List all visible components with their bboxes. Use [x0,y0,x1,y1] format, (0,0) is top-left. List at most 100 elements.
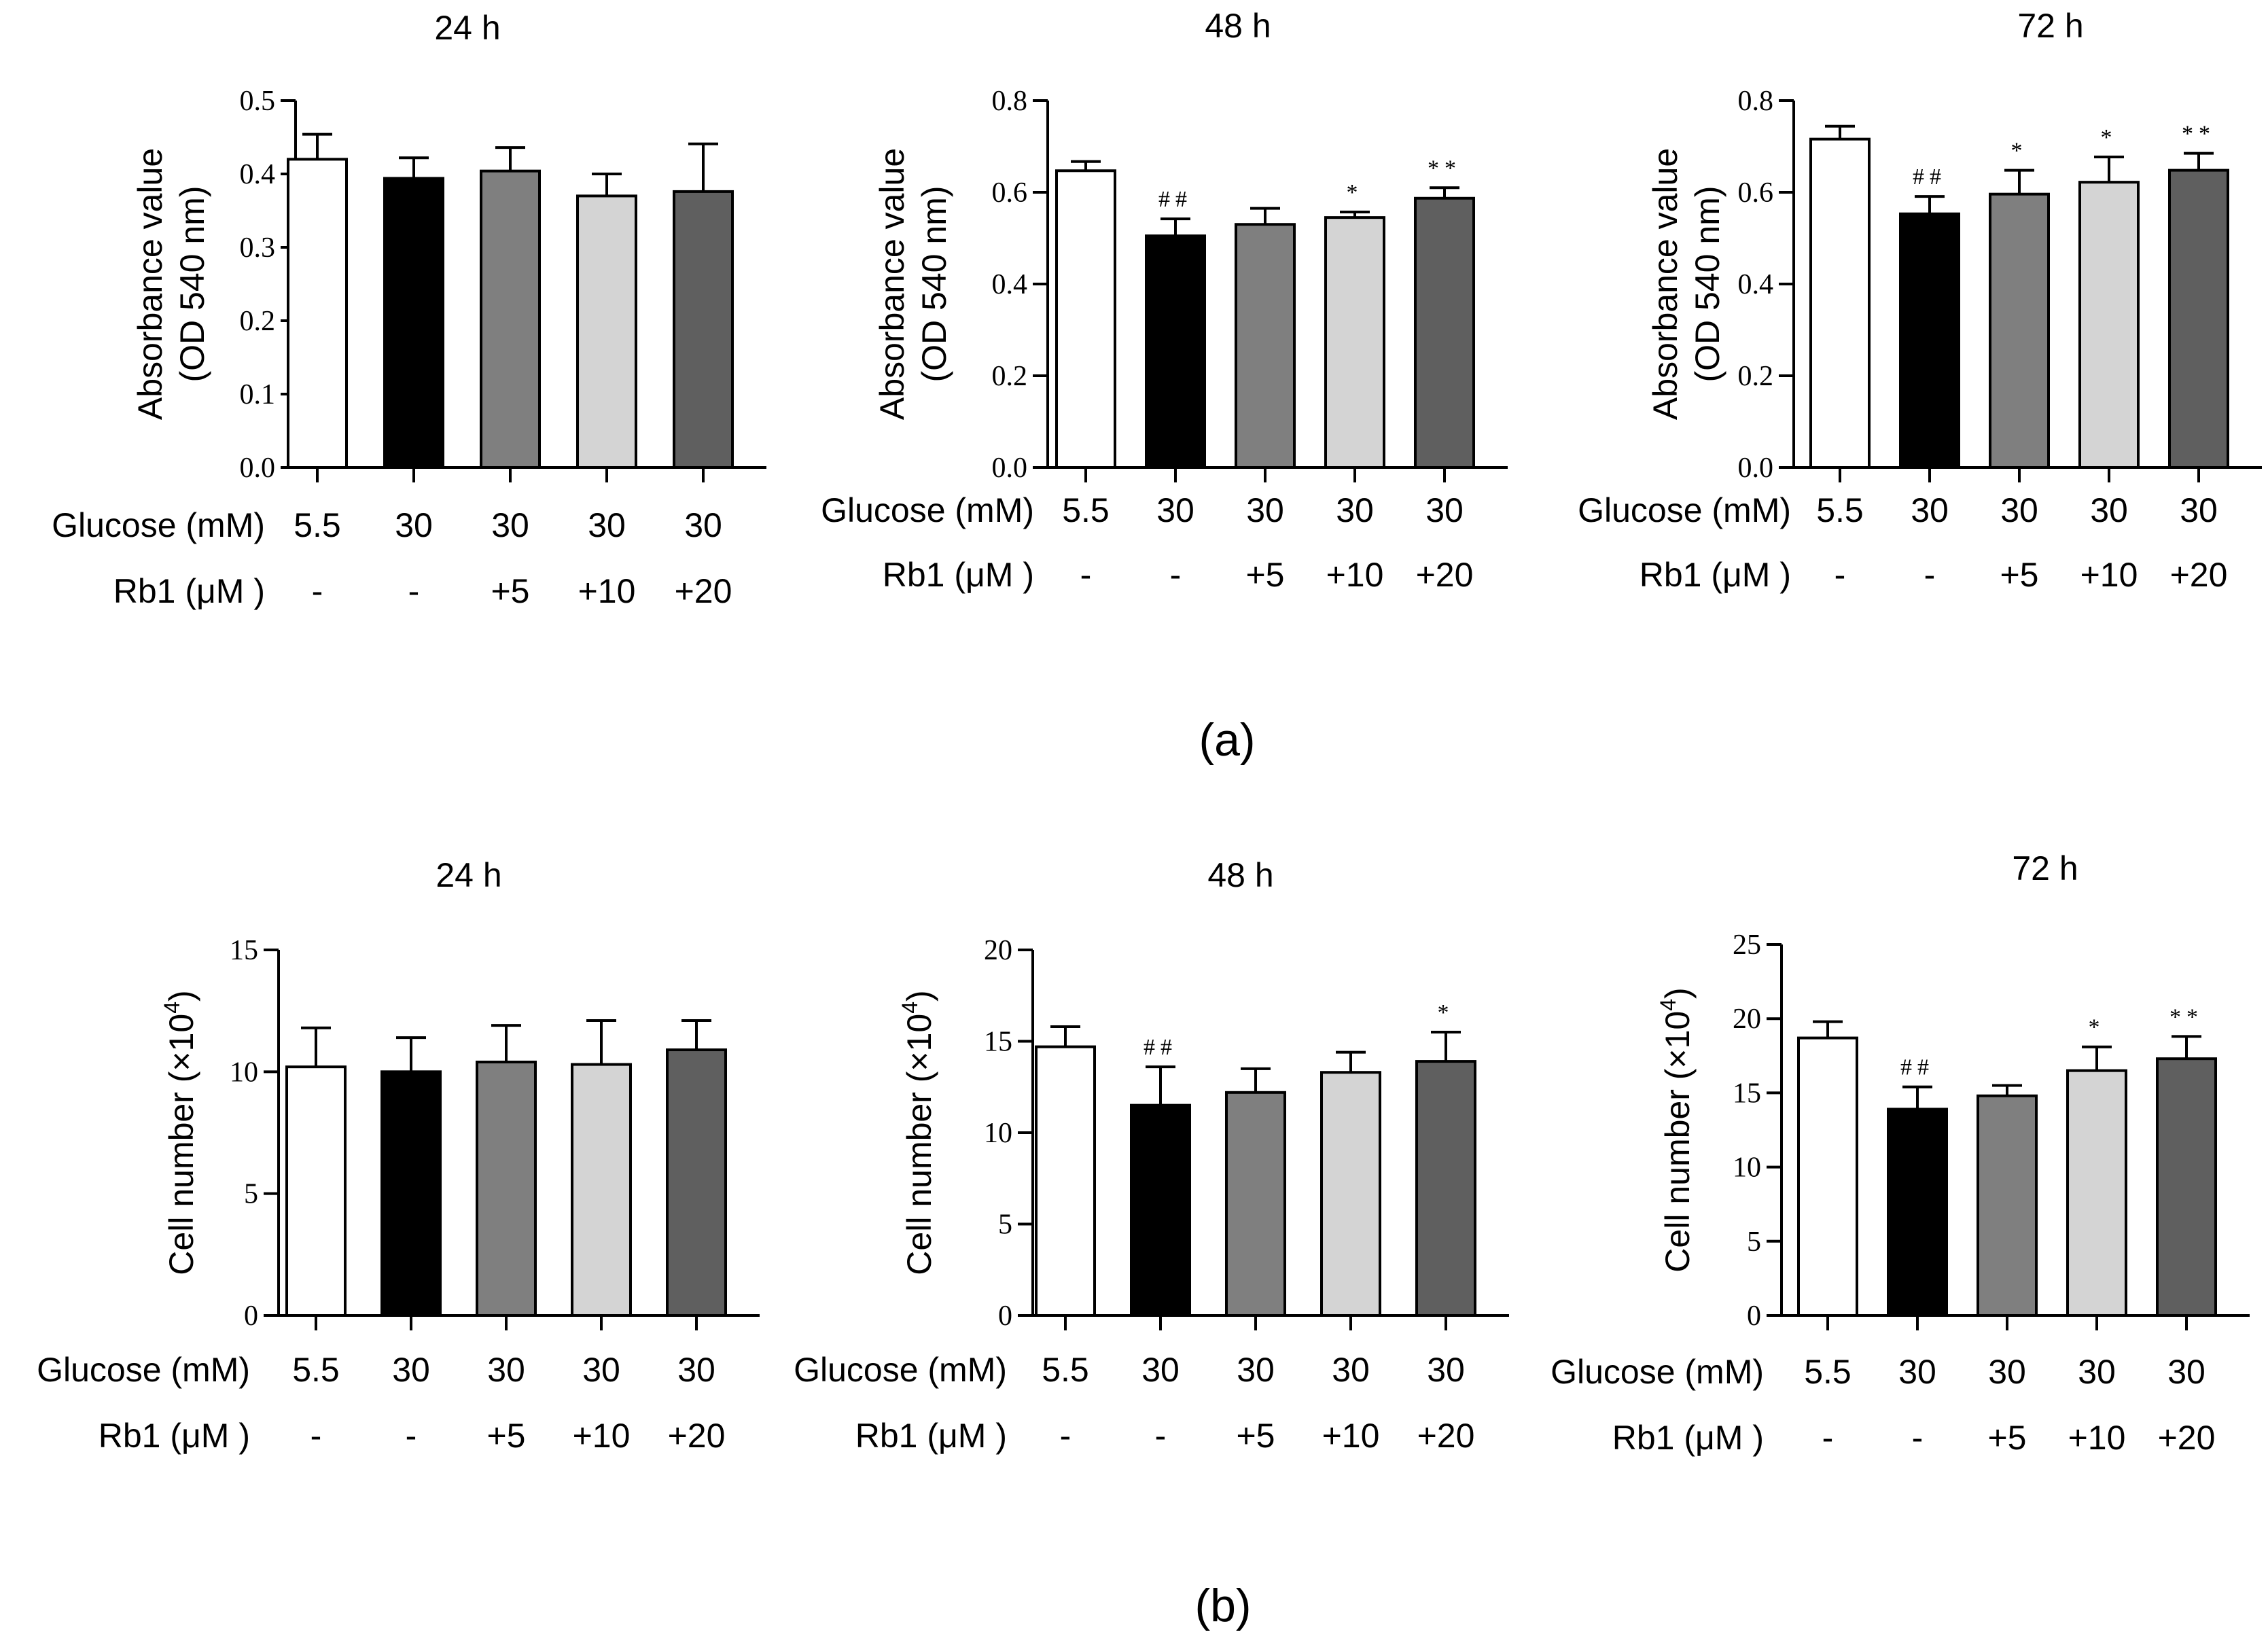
y-axis-label: Cell number (×104) [160,990,200,1275]
y-axis-label-line: Absorbance value [1646,148,1684,420]
chart-6: 72 h 0 5 10 15 20 25 Cell number (×104) 5.5 - ## 30… [1551,849,2250,1457]
bar [2078,181,2140,469]
bar [2168,169,2229,469]
y-axis-label: Absorbance value (OD 540 nm) [131,148,211,420]
rb1-value: - [1835,556,1846,594]
y-tick-label: 0.8 [1738,86,1774,117]
glucose-value: 30 [1425,491,1464,529]
glucose-value: 30 [392,1351,430,1389]
glucose-value: 30 [1898,1353,1936,1391]
significance-marker: ## [1913,164,1947,190]
y-tick-label: 15 [984,1027,1012,1058]
y-tick-label: 15 [230,935,258,966]
glucose-value: 30 [1427,1351,1465,1389]
chart-3: 72 h 0.0 0.2 0.4 0.6 0.8 Absorbance value (OD 5… [1578,7,2262,594]
significance-marker: * [2011,139,2028,164]
bar [380,1070,442,1317]
rb1-value: +5 [1236,1417,1275,1455]
bar [1887,1108,1948,1317]
y-tick-label: 25 [1733,930,1761,961]
y-axis-label-line: (OD 540 nm) [173,186,211,383]
glucose-value: 30 [2000,491,2038,529]
bar [1324,216,1385,469]
chart-title: 72 h [2012,849,2078,887]
glucose-value: 30 [1237,1351,1275,1389]
glucose-value: 30 [684,506,722,544]
bar [1055,169,1116,469]
rb1-value: +5 [491,572,529,610]
rb1-value: +20 [675,572,732,610]
glucose-value: 30 [1988,1353,2026,1391]
rb1-value: +10 [578,572,636,610]
significance-marker: ## [1900,1055,1934,1080]
glucose-row-label: Glucose (mM) [37,1351,250,1389]
rb1-value: +10 [1326,556,1384,594]
y-tick-label: 0.0 [992,453,1028,484]
bar [480,169,541,469]
glucose-value: 5.5 [294,506,341,544]
rb1-value: +10 [1322,1417,1380,1455]
y-tick-label: 0.3 [240,232,276,264]
significance-marker: ## [1144,1035,1177,1060]
y-tick-label: 0.6 [1738,177,1774,209]
rb1-row-label: Rb1 (μM ) [1640,556,1791,594]
bar [1035,1045,1096,1317]
significance-marker: ** [2182,122,2216,147]
glucose-value: 30 [588,506,626,544]
y-tick-label: 10 [984,1118,1012,1149]
significance-marker: * [1347,180,1364,205]
glucose-value: 30 [1911,491,1949,529]
y-tick-label: 0.0 [240,453,276,484]
significance-marker: * [2101,125,2118,150]
y-tick-label: 5 [1747,1226,1761,1258]
rb1-value: +10 [573,1417,631,1455]
bar [383,177,444,469]
bar [287,158,348,469]
y-axis-label: Absorbance value (OD 540 nm) [873,148,953,420]
y-axis-label-superscript: 4 [1656,999,1680,1011]
y-axis-label: Absorbance value (OD 540 nm) [1646,148,1726,420]
glucose-value: 5.5 [1062,491,1110,529]
rb1-row-label: Rb1 (μM ) [99,1417,250,1455]
rb1-row-label: Rb1 (μM ) [1612,1419,1764,1457]
chart-4: 24 h 0 5 10 15 Cell number (×104) 5.5 - 30 - 30 +5 3… [37,856,760,1455]
rb1-value: - [1060,1417,1071,1455]
glucose-value: 30 [1141,1351,1180,1389]
glucose-value: 5.5 [1042,1351,1089,1389]
bar [1989,192,2050,469]
glucose-row-label: Glucose (mM) [794,1351,1007,1389]
y-tick-label: 5 [998,1209,1012,1241]
significance-marker: ** [1428,156,1461,181]
significance-marker: ** [2169,1004,2203,1029]
rb1-value: +20 [1417,1417,1475,1455]
chart-5: 48 h 0 5 10 15 20 Cell number (×104) 5.5 - ## 30 - 3… [794,856,1509,1455]
y-axis-label-text: ) [900,990,938,1002]
y-tick-label: 0.6 [992,177,1028,209]
glucose-row-label: Glucose (mM) [1551,1353,1764,1391]
y-axis-label-superscript: 4 [898,1002,922,1014]
y-axis-label-text: ) [1659,987,1697,999]
rb1-value: +20 [2158,1419,2216,1457]
bar [1225,1091,1286,1317]
bar [1797,1036,1858,1317]
y-tick-label: 0.2 [1738,361,1774,392]
rb1-value: - [1170,556,1182,594]
glucose-value: 30 [1246,491,1284,529]
glucose-value: 30 [395,506,433,544]
glucose-value: 30 [1336,491,1374,529]
y-tick-label: 0.4 [240,159,276,190]
y-tick-label: 0.0 [1738,453,1774,484]
bar [1235,223,1296,469]
glucose-value: 30 [2078,1353,2116,1391]
panel-label-a: (a) [1199,714,1255,766]
rb1-value: - [311,1417,322,1455]
bar [1130,1103,1191,1317]
rb1-value: +5 [2000,556,2038,594]
y-tick-label: 0.8 [992,86,1028,117]
y-tick-label: 20 [1733,1004,1761,1035]
significance-marker: * [2089,1015,2106,1040]
glucose-value: 30 [487,1351,525,1389]
glucose-value: 30 [2180,491,2218,529]
y-tick-label: 5 [244,1179,258,1210]
